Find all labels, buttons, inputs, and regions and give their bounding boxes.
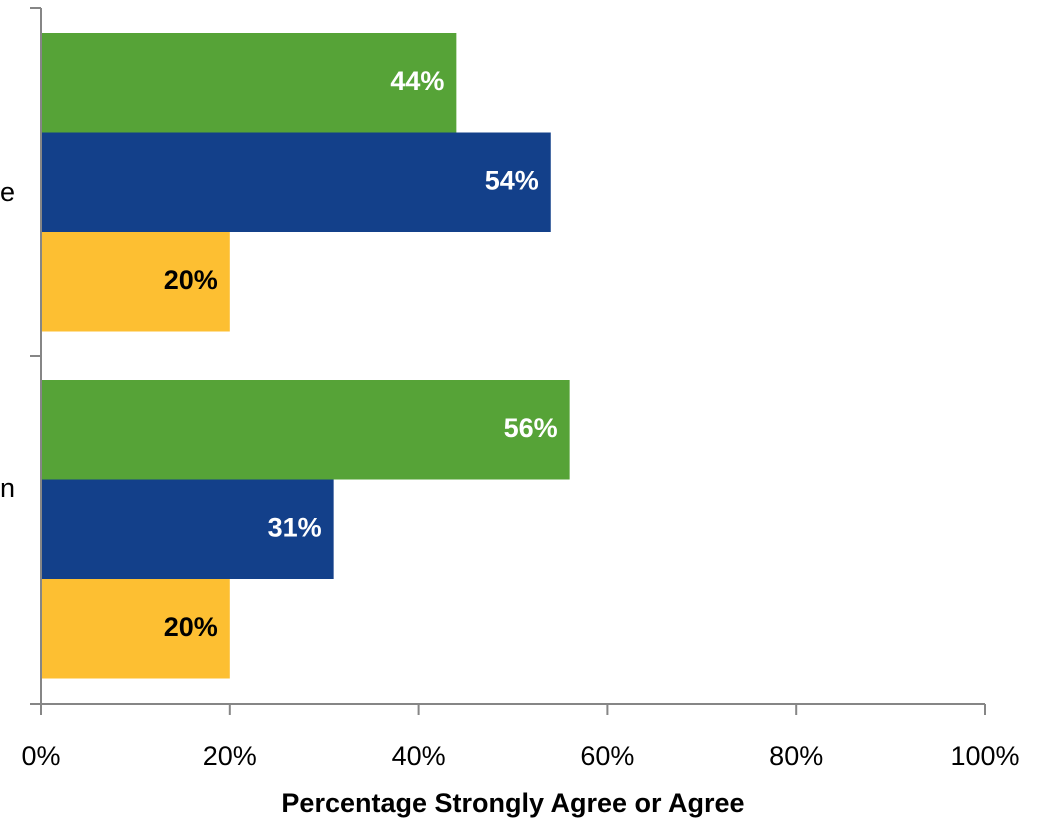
- x-axis-title: Percentage Strongly Agree or Agree: [281, 788, 744, 818]
- data-label-1-2: 54%: [485, 165, 539, 195]
- bar-1-1: [41, 33, 457, 133]
- bar-2-2: [41, 479, 334, 579]
- data-label-1-3: 20%: [164, 265, 218, 295]
- bar-2-3: [41, 579, 230, 679]
- x-tick-label-6: 100%: [950, 741, 1019, 771]
- category-label-1: e: [0, 177, 15, 207]
- bar-1-2: [41, 132, 551, 232]
- category-labels-layer: e n: [0, 177, 15, 503]
- bars-layer: [41, 33, 570, 679]
- bar-2-1: [41, 380, 570, 480]
- x-tick-label-4: 60%: [580, 741, 634, 771]
- axes-layer: [30, 7, 985, 705]
- data-label-2-1: 56%: [504, 413, 558, 443]
- x-tick-label-1: 0%: [21, 741, 60, 771]
- x-tick-label-3: 40%: [392, 741, 446, 771]
- data-label-2-2: 31%: [268, 512, 322, 542]
- x-tick-label-2: 20%: [203, 741, 257, 771]
- category-label-2: n: [0, 473, 15, 503]
- data-label-1-1: 44%: [390, 66, 444, 96]
- x-ticks-layer: 0% 20% 40% 60% 80% 100%: [21, 704, 1020, 771]
- bar-1-3: [41, 232, 230, 332]
- data-label-2-3: 20%: [164, 612, 218, 642]
- x-tick-label-5: 80%: [769, 741, 823, 771]
- data-labels-layer: 44% 54% 20% 56% 31% 20%: [164, 66, 558, 642]
